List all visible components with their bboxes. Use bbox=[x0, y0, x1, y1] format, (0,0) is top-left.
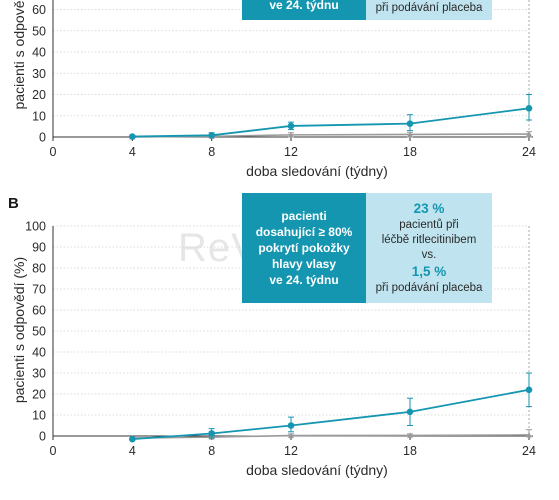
panel-a-x-tick-label: 8 bbox=[208, 145, 215, 159]
panel-b-light-line-3: vs. bbox=[421, 249, 437, 261]
panel-a-data-point bbox=[208, 132, 215, 139]
panel-b-y-tick-label: 20 bbox=[32, 388, 46, 402]
panel-b-dark-line-4: hlavy vlasy bbox=[271, 257, 337, 271]
panel-a-y-tick-label: 50 bbox=[32, 24, 46, 38]
panel-b-dark-line-3: pokrytí pokožky bbox=[258, 241, 350, 255]
panel-a-annotation-light-line: při podávání placeba bbox=[375, 2, 483, 14]
panel-a-data-point bbox=[287, 122, 295, 130]
panel-b-x-tick-label: 4 bbox=[129, 444, 136, 458]
panel-b-y-tick-label: 10 bbox=[32, 409, 46, 423]
panel-b-x-tick-label: 12 bbox=[284, 444, 298, 458]
panel-b-y-tick-label: 30 bbox=[32, 367, 46, 381]
panel-b-letter: B bbox=[8, 195, 19, 212]
panel-b-pct-treatment: 23 % bbox=[413, 201, 445, 216]
panel-a-y-tick-label: 30 bbox=[32, 67, 46, 81]
panel-b-dark-line-5: ve 24. týdnu bbox=[269, 273, 339, 287]
panel-b-x-tick-label: 18 bbox=[403, 444, 417, 458]
panel-a-y-tick-label: 60 bbox=[32, 3, 46, 17]
panel-a-placebo-point bbox=[288, 131, 294, 138]
panel-b-y-tick-label: 90 bbox=[32, 241, 46, 255]
panel-b-y-axis-label: pacienti s odpovědí (%) bbox=[11, 257, 27, 403]
panel-a-y-tick-label: 0 bbox=[39, 131, 46, 145]
panel-a-x-tick-label: 18 bbox=[403, 145, 417, 159]
panel-a-annotation-light: při podávání placeba bbox=[366, 0, 492, 20]
panel-a-x-axis-label: doba sledování (týdny) bbox=[246, 163, 388, 179]
panel-a-data-point bbox=[129, 133, 136, 140]
panel-a-x-tick-label: 4 bbox=[129, 145, 136, 159]
panel-a-y-tick-label: 20 bbox=[32, 88, 46, 102]
panel-b-placebo-point bbox=[407, 432, 413, 438]
panel-a-y-axis-label: pacienti s odpově bbox=[11, 0, 27, 109]
panel-b-y-tick-label: 40 bbox=[32, 346, 46, 360]
panel-b-x-tick-label: 0 bbox=[50, 444, 57, 458]
panel-a-annotation-dark: ve 24. týdnu bbox=[242, 0, 366, 20]
panel-b-y-tick-label: 60 bbox=[32, 304, 46, 318]
panel-a-data-point bbox=[406, 120, 414, 127]
panel-a-x-tick-label: 24 bbox=[522, 145, 536, 159]
panel-b-light-tail: při podávání placeba bbox=[375, 282, 483, 294]
panel-b-x-axis-label: doba sledování (týdny) bbox=[246, 462, 388, 478]
panel-a-x-tick-label: 12 bbox=[284, 145, 298, 159]
panel-b-data-point bbox=[208, 430, 215, 437]
panel-b-placebo-point bbox=[526, 431, 532, 438]
panel-b-y-tick-label: 50 bbox=[32, 325, 46, 339]
panel-b-data-point bbox=[129, 435, 136, 443]
panel-b-annotation-dark: pacienti dosahující ≥ 80% pokrytí pokožk… bbox=[242, 193, 366, 303]
panel-b-pct-placebo: 1,5 % bbox=[411, 264, 447, 279]
panel-a-data-point bbox=[525, 105, 533, 112]
panel-a-series-line-0 bbox=[132, 107, 530, 138]
panel-a-placebo-point bbox=[407, 131, 413, 137]
panel-b-dark-line-2: dosahující ≥ 80% bbox=[255, 225, 353, 239]
panel-b-data-point bbox=[287, 422, 295, 429]
panel-a-placebo-point bbox=[526, 131, 532, 137]
panel-a-x-tick-label: 0 bbox=[50, 145, 57, 159]
panel-b-series-line-0 bbox=[132, 388, 530, 441]
panel-a-y-tick-label: 40 bbox=[32, 46, 46, 60]
panel-b-data-point bbox=[525, 386, 533, 394]
panel-b-placebo-point bbox=[288, 432, 294, 439]
panel-b-dark-line-1: pacienti bbox=[281, 209, 327, 223]
panel-a-y-tick-label: 10 bbox=[32, 109, 46, 123]
panel-b-data-point bbox=[406, 408, 414, 416]
panel-b-x-tick-label: 8 bbox=[208, 444, 215, 458]
panel-b-y-tick-label: 80 bbox=[32, 262, 46, 276]
panel-b-y-tick-label: 70 bbox=[32, 283, 46, 297]
panel-b-y-tick-label: 100 bbox=[25, 220, 46, 234]
panel-b-light-line-1: pacientů při bbox=[399, 219, 459, 231]
panel-b-x-tick-label: 24 bbox=[522, 444, 536, 458]
panel-b-annotation-light: 23 % pacientů při léčbě ritlecitinibem v… bbox=[366, 193, 492, 303]
panel-b-light-line-2: léčbě ritlecitinibem bbox=[381, 234, 477, 246]
panel-a-annotation-dark-line: ve 24. týdnu bbox=[269, 0, 339, 12]
panel-b-y-tick-label: 0 bbox=[39, 430, 46, 444]
